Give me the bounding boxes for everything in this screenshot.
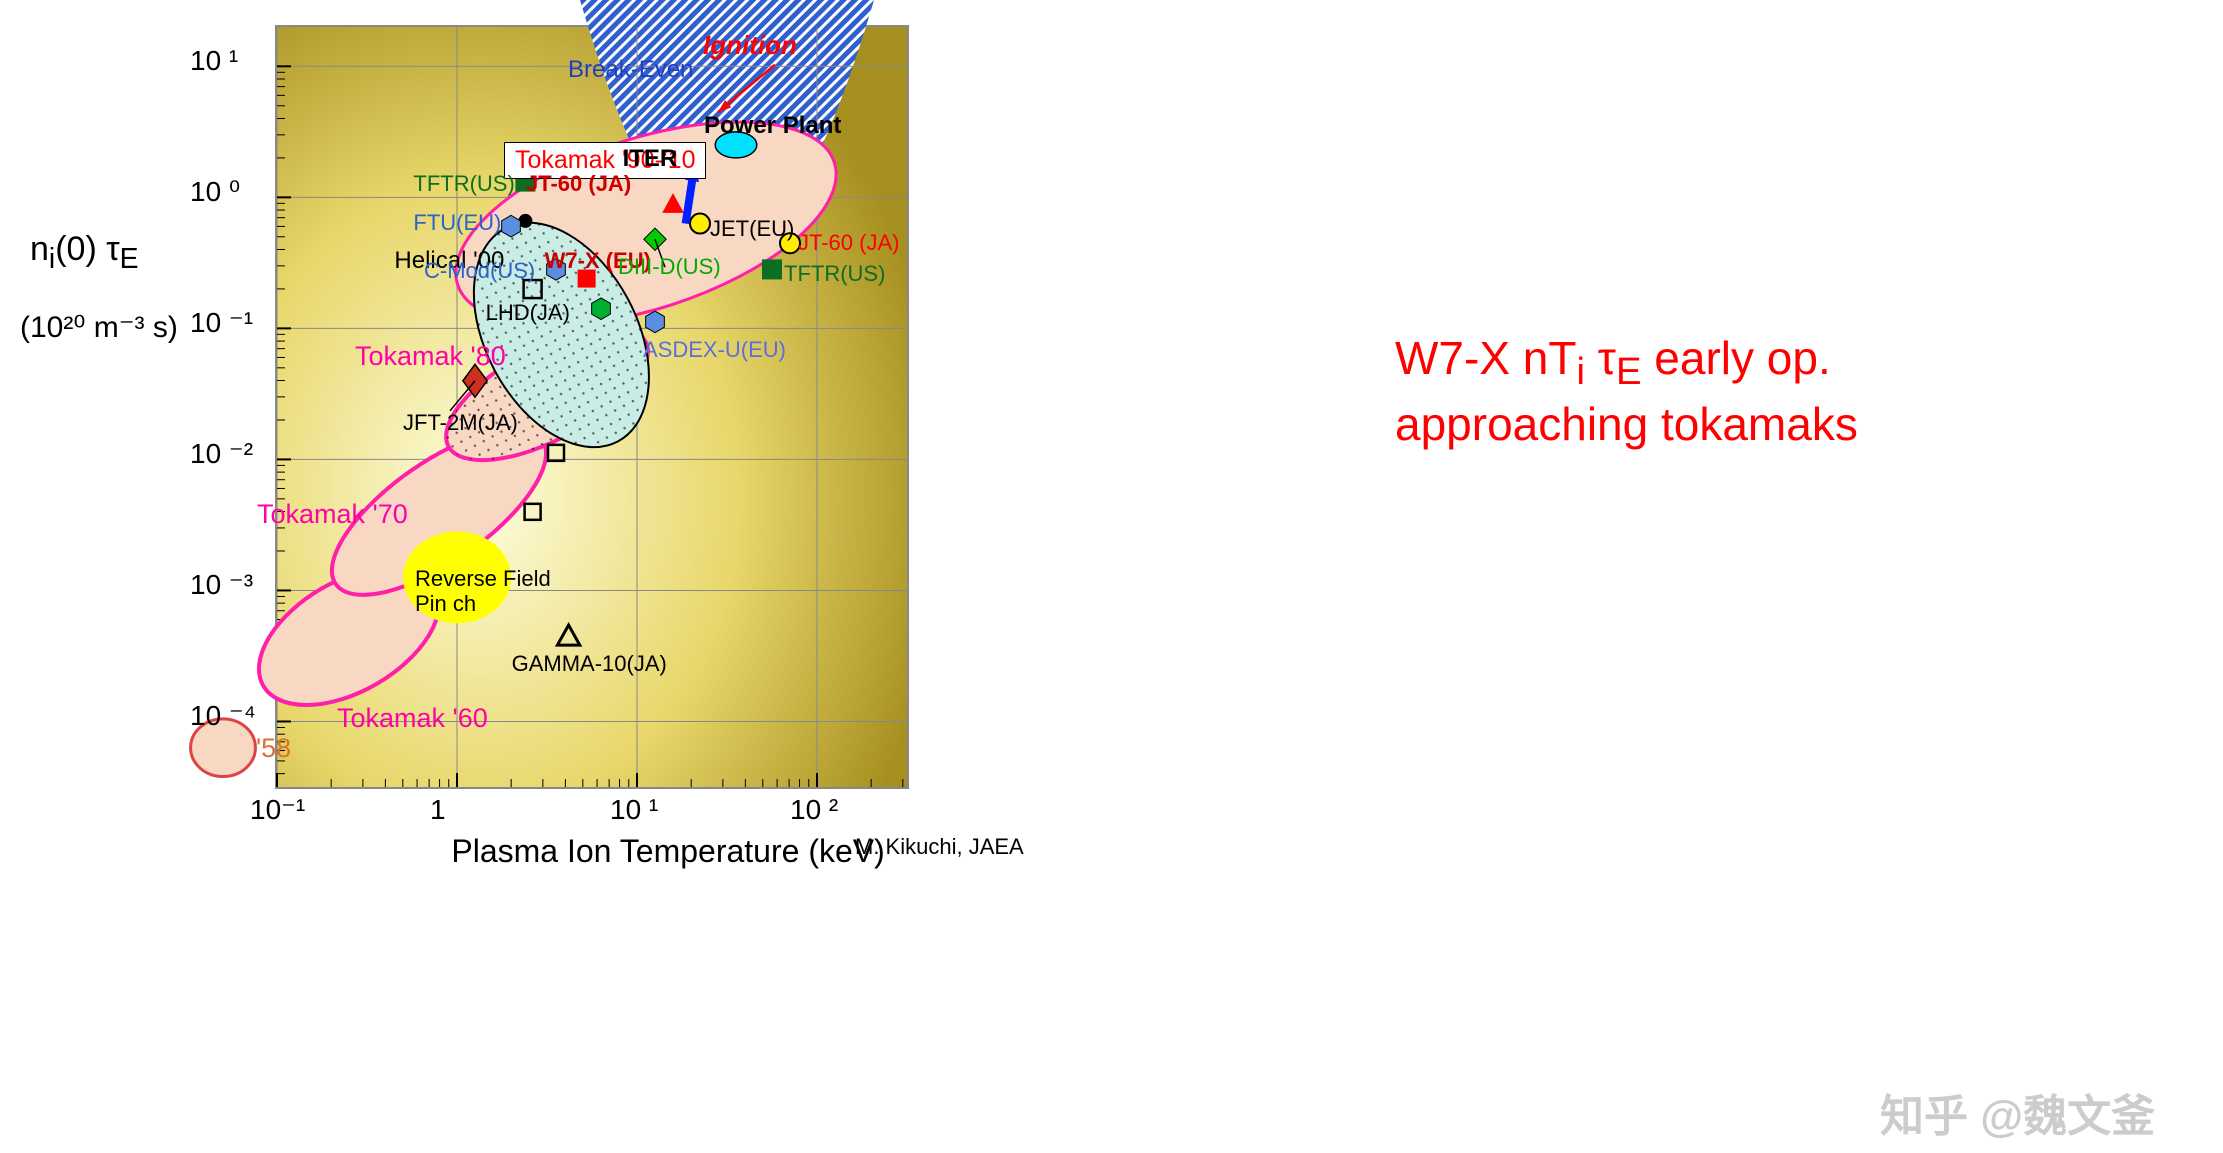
credit-text: M. Kikuchi, JAEA: [855, 835, 1024, 859]
region-label-rfp: Reverse Field Pin ch: [415, 567, 551, 615]
machine-label-jet: JET(EU): [710, 217, 794, 241]
side-line-1: W7-X nTi τE early op.: [1395, 330, 1858, 396]
region-label-y58: '58: [256, 734, 291, 764]
x-axis-title: Plasma Ion Temperature (keV): [451, 833, 884, 870]
y-tick-label: 10 ⁻²: [190, 439, 253, 470]
watermark: 知乎 @魏文釜: [1880, 1080, 2155, 1144]
x-tick-label: 10 ²: [790, 795, 838, 826]
side-line-2: approaching tokamaks: [1395, 396, 1858, 454]
x-tick-label: 10⁻¹: [250, 795, 305, 826]
machine-label-jt60r: JT-60 (JA): [798, 231, 899, 255]
marker-asdex: [646, 311, 665, 333]
y-tick-label: 10 ¹: [190, 46, 238, 77]
side-annotation: W7-X nTi τE early op. approaching tokama…: [1395, 330, 1858, 454]
annotation-ignition: Ignition: [703, 31, 797, 60]
region-label-t60: Tokamak '60: [337, 704, 488, 734]
machine-label-d3d: DIII-D(US): [618, 255, 721, 279]
region-label-t70: Tokamak '70: [257, 500, 408, 530]
marker-ftu_eu_hex: [502, 215, 521, 237]
marker-gamma10: [557, 625, 579, 645]
marker-open_sq_2: [525, 504, 541, 520]
region-label-t80: Tokamak '80: [355, 342, 506, 372]
machine-label-cmod: C-Mod(US): [424, 259, 535, 283]
y-tick-label: 10 ⁻¹: [190, 308, 253, 339]
machine-label-asdex: ASDEX-U(EU): [643, 338, 786, 362]
machine-label-iter: ITER: [623, 146, 678, 172]
marker-jet: [690, 214, 710, 234]
marker-open_sq_1: [548, 445, 564, 461]
y-axis-title: ni(0) τE: [30, 230, 139, 276]
page-root: ni(0) τE (10²⁰ m⁻³ s) Plasma Ion Tempera…: [0, 0, 2223, 1153]
marker-d3d_hex: [592, 298, 611, 320]
machine-label-tftr_us_l: TFTR(US): [413, 172, 514, 196]
y-tick-label: 10 ⁰: [190, 177, 240, 208]
machine-label-tftr_r: TFTR(US): [784, 262, 885, 286]
y-tick-label: 10 ⁻⁴: [190, 701, 256, 732]
machine-label-ftu_eu: FTU(EU): [413, 211, 501, 235]
y-axis-units: (10²⁰ m⁻³ s): [20, 310, 178, 345]
x-tick-label: 10 ¹: [610, 795, 658, 826]
machine-label-gamma10: GAMMA-10(JA): [512, 652, 667, 676]
machine-label-lhd: LHD(JA): [486, 301, 570, 325]
machine-label-pp: Power Plant: [704, 113, 841, 139]
y-tick-label: 10 ⁻³: [190, 570, 253, 601]
annotation-break_even: Break-Even: [568, 57, 693, 83]
marker-tftr_r: [762, 259, 782, 279]
machine-label-jft2m: JFT-2M(JA): [403, 411, 518, 435]
x-tick-label: 1: [430, 795, 446, 826]
machine-label-jt60l: JT-60 (JA): [526, 172, 631, 196]
